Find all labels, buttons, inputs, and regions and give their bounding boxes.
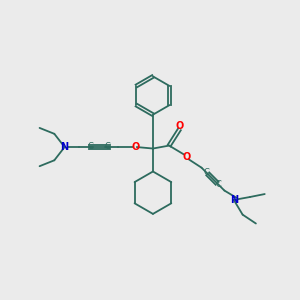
Text: N: N — [230, 195, 238, 205]
Text: O: O — [131, 142, 140, 152]
Text: O: O — [183, 152, 191, 162]
Text: C: C — [88, 142, 94, 151]
Text: N: N — [61, 142, 69, 152]
Text: O: O — [175, 121, 184, 130]
Text: C: C — [105, 142, 110, 151]
Text: C: C — [216, 180, 222, 189]
Text: C: C — [203, 168, 209, 177]
